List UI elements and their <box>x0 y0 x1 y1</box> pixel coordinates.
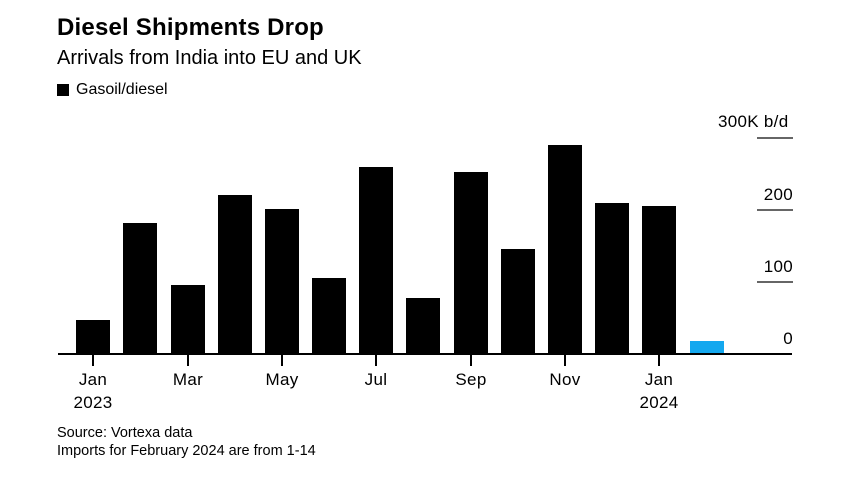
x-axis-label-jan: Jan <box>644 370 674 389</box>
x-axis-label-nov: Nov <box>549 370 581 389</box>
x-axis-tick-mar-2023 <box>187 355 189 366</box>
x-axis-tick-jan-2024 <box>658 355 660 366</box>
bar-mar-2023 <box>171 285 205 353</box>
x-axis-tick-nov-2023 <box>564 355 566 366</box>
y-axis-label-0: 0 <box>783 329 793 348</box>
x-axis-tick-sep-2023 <box>470 355 472 366</box>
y-axis-tick-200 <box>757 209 793 211</box>
bar-jul-2023 <box>359 167 393 353</box>
chart-title: Diesel Shipments Drop <box>57 14 324 41</box>
x-axis-label-may: May <box>265 370 299 389</box>
x-axis-tick-jan-2023 <box>92 355 94 366</box>
x-axis-label-jul: Jul <box>364 370 388 389</box>
x-axis-year-label-2023: 2023 <box>73 393 113 412</box>
y-axis-label-100: 100 <box>763 257 793 276</box>
chart-subtitle: Arrivals from India into EU and UK <box>57 47 362 69</box>
bar-aug-2023 <box>406 298 440 353</box>
x-axis-label-jan: Jan <box>78 370 108 389</box>
bar-sep-2023 <box>454 172 488 353</box>
bar-apr-2023 <box>218 195 252 353</box>
x-axis-tick-may-2023 <box>281 355 283 366</box>
source-note: Source: Vortexa data <box>57 425 193 441</box>
chart-legend: Gasoil/diesel <box>57 81 168 98</box>
bar-nov-2023 <box>548 145 582 353</box>
bar-may-2023 <box>265 209 299 353</box>
x-axis-line <box>58 353 792 355</box>
y-axis-tick-300 <box>757 137 793 139</box>
chart-footer: Source: Vortexa data Imports for Februar… <box>57 425 316 460</box>
x-axis-label-mar: Mar <box>172 370 204 389</box>
bar-jan-2024 <box>642 206 676 353</box>
bar-jan-2023 <box>76 320 110 353</box>
y-axis-unit-label: 300K b/d <box>718 112 789 131</box>
y-axis-tick-100 <box>757 281 793 283</box>
data-note: Imports for February 2024 are from 1-14 <box>57 442 316 459</box>
bar-dec-2023 <box>595 203 629 353</box>
legend-label: Gasoil/diesel <box>76 81 168 98</box>
legend-swatch-icon <box>57 84 69 96</box>
y-axis-label-200: 200 <box>763 185 793 204</box>
bar-jun-2023 <box>312 278 346 353</box>
x-axis-label-sep: Sep <box>455 370 487 389</box>
bar-feb-2024 <box>690 341 724 353</box>
bar-oct-2023 <box>501 249 535 353</box>
x-axis-tick-jul-2023 <box>375 355 377 366</box>
x-axis-year-label-2024: 2024 <box>639 393 679 412</box>
bar-feb-2023 <box>123 223 157 353</box>
